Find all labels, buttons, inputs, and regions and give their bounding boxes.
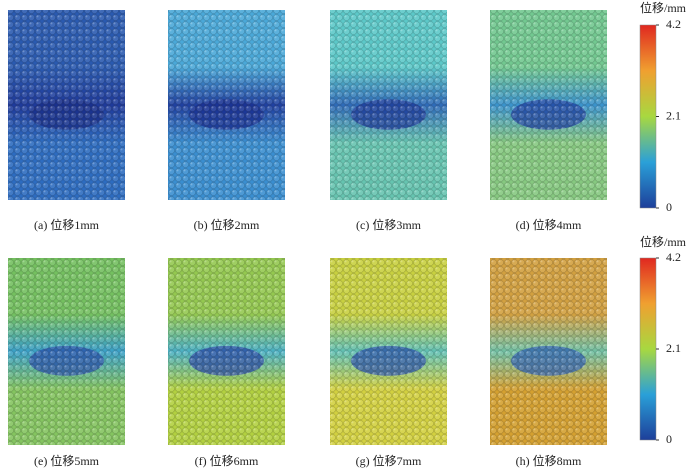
particle-texture [168,10,285,200]
particle-texture [490,10,607,200]
colorbar-label: 位移/mm [640,234,687,249]
colorbar-tick-label: 4.2 [666,17,681,31]
colorbar-tick-label: 4.2 [666,250,681,264]
panel-caption: (b) 位移2mm [194,217,260,232]
specimen-panel [490,10,607,200]
specimen-panel [490,258,607,445]
particle-texture [330,258,447,445]
panel-caption: (a) 位移1mm [34,217,100,232]
panel-caption: (h) 位移8mm [516,453,582,468]
particle-texture [490,258,607,445]
specimen-panel [330,258,447,445]
colorbar-tick-label: 2.1 [666,108,681,122]
colorbar-tick-label: 0 [666,432,672,446]
colorbar [639,24,657,209]
particle-texture [8,258,125,445]
specimen-panel [168,10,285,200]
colorbar-label: 位移/mm [640,0,687,15]
specimen-panel [168,258,285,445]
colorbar [639,257,657,441]
panel-caption: (f) 位移6mm [195,453,259,468]
particle-texture [8,10,125,200]
panel-caption: (g) 位移7mm [356,453,422,468]
specimen-panel [330,10,447,200]
specimen-panel [8,258,125,445]
panel-caption: (c) 位移3mm [356,217,422,232]
colorbar-tick-label: 0 [666,200,672,214]
particle-texture [168,258,285,445]
colorbar-tick-label: 2.1 [666,341,681,355]
specimen-panel [8,10,125,200]
panel-caption: (e) 位移5mm [34,453,100,468]
panel-caption: (d) 位移4mm [516,217,582,232]
particle-texture [330,10,447,200]
